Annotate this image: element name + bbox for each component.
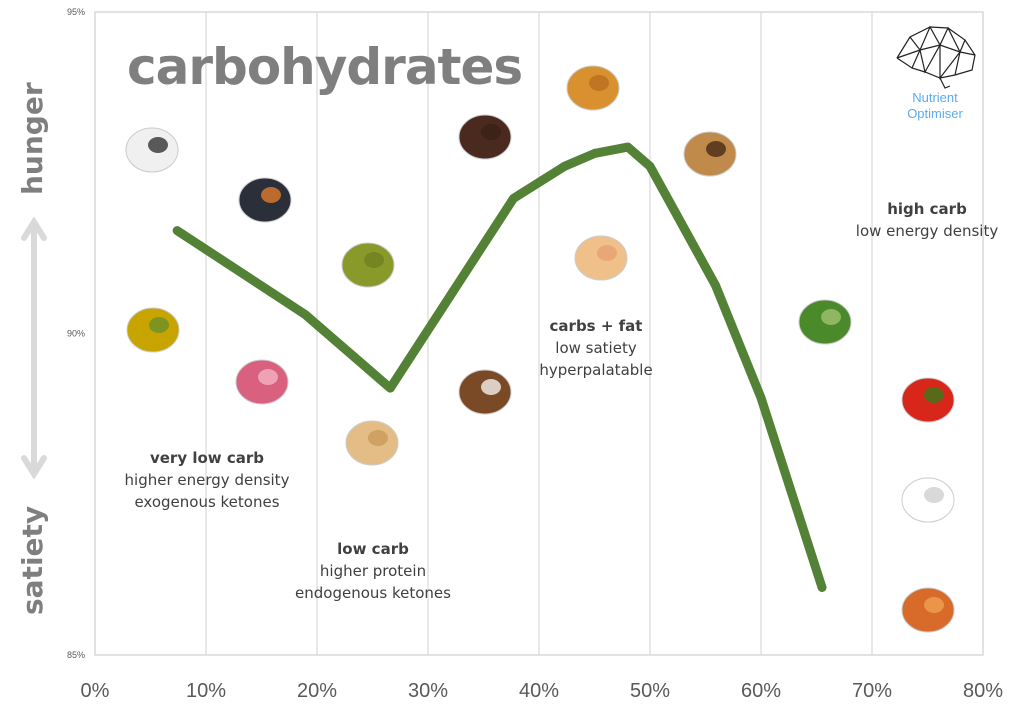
annotation-line: low energy density	[855, 222, 999, 240]
rice-highlight	[924, 487, 944, 503]
logo-text: Nutrient Optimiser	[907, 90, 963, 122]
updown-arrow	[21, 216, 47, 480]
y-tick-label: 85%	[67, 650, 85, 660]
croissant-highlight	[589, 75, 609, 91]
chocolate-highlight	[481, 124, 501, 140]
annotation-carbs-fat: carbs + fat low satiety hyperpalatable	[539, 315, 652, 381]
x-tick-label: 30%	[408, 680, 448, 702]
annotation-line: higher energy density	[124, 471, 290, 489]
logo-line2: Optimiser	[907, 106, 963, 121]
donut-icon	[574, 235, 628, 281]
chocolate-icon	[458, 114, 512, 160]
cashews-highlight	[368, 430, 388, 446]
brain-logo-icon	[896, 25, 976, 89]
x-tick-label: 0%	[81, 680, 110, 702]
octopus-highlight	[258, 369, 278, 385]
donut-highlight	[597, 245, 617, 261]
y-tick-label: 90%	[67, 329, 85, 339]
croissant-icon	[566, 65, 620, 111]
tomato-highlight	[924, 387, 944, 403]
annotation-heading: very low carb	[149, 449, 265, 467]
annotation-line: low satiety	[555, 339, 637, 357]
x-tick-label: 10%	[186, 680, 226, 702]
satiety-label: satiety	[16, 505, 49, 615]
coconut-icon	[458, 369, 512, 415]
tomato-icon	[901, 377, 955, 423]
butter-coffee-highlight	[148, 137, 168, 153]
annotation-line: endogenous ketones	[295, 584, 451, 602]
olive-oil-highlight	[149, 317, 169, 333]
annotation-line: higher protein	[319, 562, 427, 580]
x-tick-label: 80%	[963, 680, 1003, 702]
cookie-icon	[683, 131, 737, 177]
olives-highlight	[364, 252, 384, 268]
broccoli-highlight	[821, 309, 841, 325]
series-line	[172, 142, 827, 592]
y-tick-label: 95%	[67, 7, 85, 17]
annotation-heading: high carb	[887, 200, 967, 218]
x-tick-label: 60%	[741, 680, 781, 702]
broccoli-icon	[798, 299, 852, 345]
octopus-icon	[235, 359, 289, 405]
annotation-line: exogenous ketones	[134, 493, 280, 511]
butter-coffee-icon	[125, 127, 179, 173]
x-tick-label: 70%	[852, 680, 892, 702]
cookie-highlight	[706, 141, 726, 157]
hunger-label: hunger	[16, 82, 49, 195]
annotation-very-low-carb: very low carb higher energy density exog…	[125, 447, 290, 513]
sweet-potato-highlight	[924, 597, 944, 613]
x-tick-label: 50%	[630, 680, 670, 702]
chart-title: carbohydrates	[127, 38, 523, 96]
sweet-potato-icon	[901, 587, 955, 633]
rice-icon	[901, 477, 955, 523]
x-tick-label: 20%	[297, 680, 337, 702]
annotation-heading: carbs + fat	[549, 317, 643, 335]
mussel-highlight	[261, 187, 281, 203]
mussel-icon	[238, 177, 292, 223]
x-tick-label: 40%	[519, 680, 559, 702]
annotation-heading: low carb	[337, 540, 409, 558]
annotation-high-carb: high carb low energy density	[856, 198, 998, 242]
olive-oil-icon	[126, 307, 180, 353]
cashews-icon	[345, 420, 399, 466]
olives-icon	[341, 242, 395, 288]
annotation-low-carb: low carb higher protein endogenous keton…	[295, 538, 451, 604]
annotation-line: hyperpalatable	[539, 361, 653, 379]
logo-line1: Nutrient	[912, 90, 958, 105]
coconut-highlight	[481, 379, 501, 395]
